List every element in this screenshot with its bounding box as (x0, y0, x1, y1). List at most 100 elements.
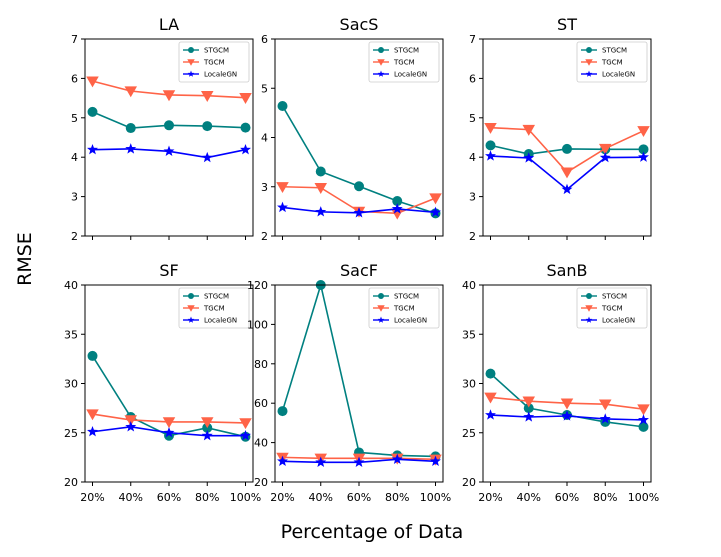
x-tick-label: 20% (270, 491, 294, 504)
legend-sacs: STGCM TGCM LocaleGN (368, 41, 440, 83)
legend-marker-tgcm (585, 59, 593, 66)
data-point-tgcm (201, 417, 214, 429)
data-point-localegn (391, 203, 403, 214)
axes-frame (84, 284, 254, 483)
legend-label-tgcm: TGCM (601, 59, 623, 67)
x-tick-label: 60% (157, 491, 181, 504)
subplot-sanb: SanB 20 25 30 35 40 20% 40% 60% 80% 100% STGCM TGCM L… (462, 261, 659, 504)
subplot-sacf: SacF 20 40 60 80 100 120 20% 40% 60% 80% 100% STGCM T… (247, 261, 451, 504)
data-point-localegn (523, 152, 535, 163)
axes-frame (274, 38, 444, 237)
series-tgcm-st (484, 122, 650, 179)
x-tick-label: 80% (195, 491, 219, 504)
data-point-localegn (638, 414, 649, 425)
data-point-tgcm (86, 409, 99, 421)
data-point-localegn (599, 151, 611, 163)
legend-box (576, 41, 648, 83)
series-tgcm-la (86, 76, 252, 104)
data-point-tgcm (599, 143, 612, 155)
data-point-localegn (240, 429, 251, 441)
data-point-stgcm (392, 196, 403, 207)
legend-marker-stgcm (586, 293, 592, 299)
data-point-localegn (163, 145, 175, 156)
legend-label-stgcm: STGCM (394, 47, 419, 55)
legend-label-stgcm: STGCM (602, 47, 627, 55)
y-tick-label: 4 (261, 132, 268, 145)
data-point-stgcm (240, 122, 251, 133)
subplot-grid: LA 2 3 4 5 6 7 STGCM TGCM LocaleGN SacS 2 3 4 5 6 STGCM T… (64, 15, 659, 504)
y-tick-label: 4 (71, 151, 78, 164)
x-tick-label: 80% (385, 491, 409, 504)
legend-sanb: STGCM TGCM LocaleGN (576, 287, 648, 329)
data-point-tgcm (560, 398, 574, 410)
data-point-tgcm (314, 183, 327, 194)
x-tick-label: 20% (478, 491, 502, 504)
legend-box (368, 287, 440, 329)
data-point-localegn (277, 455, 288, 466)
legend-marker-localegn (187, 316, 195, 323)
y-tick-label: 30 (462, 378, 476, 391)
legend-la: STGCM TGCM LocaleGN (178, 41, 250, 83)
y-tick-label: 40 (462, 279, 476, 292)
y-tick-label: 25 (64, 427, 78, 440)
data-point-tgcm (599, 399, 612, 411)
series-stgcm-sacs (277, 100, 441, 219)
x-tick-label: 20% (80, 491, 104, 504)
data-point-localegn (163, 427, 175, 438)
legend-marker-tgcm (585, 305, 593, 312)
axes-frame (482, 284, 652, 483)
data-point-tgcm (637, 126, 650, 138)
data-point-localegn (315, 206, 327, 217)
legend-label-stgcm: STGCM (204, 47, 229, 55)
legend-label-localegn: LocaleGN (204, 71, 237, 79)
legend-marker-tgcm (187, 59, 195, 66)
subplot-la: LA 2 3 4 5 6 7 STGCM TGCM LocaleGN (71, 15, 254, 243)
data-point-stgcm (202, 121, 213, 132)
legend-label-localegn: LocaleGN (394, 317, 427, 325)
data-point-localegn (485, 150, 496, 161)
data-point-localegn (353, 456, 365, 467)
y-tick-label: 60 (254, 397, 268, 410)
data-point-stgcm (485, 140, 496, 151)
legend-marker-localegn (377, 70, 385, 77)
legend-label-stgcm: STGCM (394, 293, 419, 301)
data-point-stgcm (485, 368, 496, 379)
legend-marker-stgcm (188, 293, 194, 299)
data-point-localegn (430, 455, 441, 466)
legend-label-tgcm: TGCM (393, 305, 415, 313)
legend-marker-tgcm (377, 59, 385, 66)
y-tick-label: 4 (469, 151, 476, 164)
legend-box (178, 41, 250, 83)
y-tick-label: 5 (71, 112, 78, 125)
data-point-tgcm (124, 86, 137, 98)
legend-marker-stgcm (378, 293, 384, 299)
legend-box (576, 287, 648, 329)
y-tick-label: 6 (71, 72, 78, 85)
y-tick-label: 20 (64, 476, 78, 489)
series-localegn-st (485, 150, 649, 195)
data-point-tgcm (201, 91, 214, 102)
legend-label-stgcm: STGCM (602, 293, 627, 301)
data-point-stgcm (562, 143, 572, 154)
data-point-stgcm (164, 120, 174, 131)
data-point-stgcm (87, 350, 98, 361)
y-tick-label: 2 (469, 230, 476, 243)
data-point-localegn (240, 143, 251, 155)
x-tick-label: 100% (230, 491, 261, 504)
data-point-stgcm (277, 100, 288, 111)
figure-x-label: Percentage of Data (281, 521, 464, 543)
y-tick-label: 20 (254, 476, 268, 489)
legend-sf: STGCM TGCM LocaleGN (178, 287, 250, 329)
legend-marker-stgcm (586, 47, 592, 53)
data-point-tgcm (391, 208, 404, 220)
data-point-tgcm (637, 404, 650, 416)
legend-label-stgcm: STGCM (204, 293, 229, 301)
legend-marker-stgcm (188, 47, 194, 53)
series-tgcm-sf (86, 409, 252, 430)
y-tick-label: 3 (261, 181, 268, 194)
y-tick-label: 3 (71, 191, 78, 204)
legend-marker-localegn (585, 70, 593, 77)
x-tick-label: 40% (119, 491, 143, 504)
series-localegn-sf (87, 421, 251, 441)
